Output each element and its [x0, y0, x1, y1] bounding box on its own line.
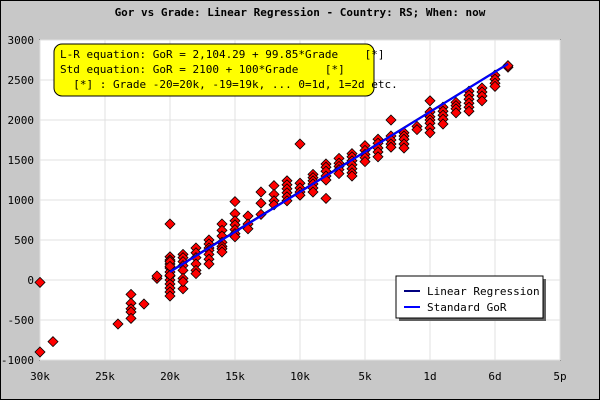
data-point	[385, 141, 397, 153]
data-point	[424, 95, 436, 107]
x-tick-label: 5k	[358, 370, 372, 383]
data-point	[307, 186, 319, 198]
data-point	[34, 346, 46, 358]
data-point	[203, 258, 215, 270]
data-point	[424, 127, 436, 139]
legend-label-standard-gor: Standard GoR	[427, 301, 507, 314]
y-tick-label: -1000	[1, 354, 34, 367]
data-point	[138, 298, 150, 310]
x-tick-label: 10k	[290, 370, 310, 383]
y-tick-label: 1500	[8, 154, 35, 167]
y-tick-label: -500	[8, 314, 35, 327]
equation-std: Std equation: GoR = 2100 + 100*Grade [*]	[60, 63, 345, 76]
data-point	[320, 192, 332, 204]
y-tick-label: 3000	[8, 34, 35, 47]
x-tick-label: 20k	[160, 370, 180, 383]
data-point	[372, 151, 384, 163]
data-point	[385, 114, 397, 126]
x-tick-label: 15k	[225, 370, 245, 383]
data-points	[34, 60, 514, 358]
equation-box: L-R equation: GoR = 2,104.29 + 99.85*Gra…	[53, 43, 398, 97]
data-point	[112, 318, 124, 330]
data-point	[346, 170, 358, 182]
x-tick-label: 6d	[488, 370, 501, 383]
data-point	[216, 246, 228, 258]
data-point	[229, 196, 241, 208]
series-line-standard-gor	[169, 63, 509, 273]
data-point	[489, 80, 501, 92]
data-point	[151, 270, 163, 282]
y-tick-label: 500	[14, 234, 34, 247]
data-point	[476, 95, 488, 107]
data-point	[164, 290, 176, 302]
x-tick-label: 30k	[30, 370, 50, 383]
equation-box-background	[53, 43, 375, 97]
data-point	[450, 107, 462, 119]
data-point	[177, 283, 189, 295]
data-point	[437, 118, 449, 130]
data-point	[190, 268, 202, 280]
data-point	[34, 276, 46, 288]
y-tick-label: 2000	[8, 114, 35, 127]
tick-labels: -1000 -500 0 500 1000 1500 2000 2500 3000 30k 25k 2…	[1, 34, 567, 383]
data-point	[398, 142, 410, 154]
data-point	[359, 156, 371, 168]
data-point	[177, 276, 189, 288]
x-tick-label: 5p	[553, 370, 566, 383]
data-point	[255, 186, 267, 198]
data-point	[255, 197, 267, 209]
data-point	[164, 269, 176, 281]
data-point	[125, 312, 137, 324]
legend: Linear Regression Standard GoR	[395, 275, 546, 321]
equation-note: [*] : Grade -20=20k, -19=19k, ... 0=1d, …	[60, 78, 398, 91]
data-point	[47, 336, 59, 348]
legend-label-linear-regression: Linear Regression	[427, 285, 540, 298]
legend-background	[395, 275, 544, 319]
y-tick-label: 2500	[8, 74, 35, 87]
series-lines	[169, 62, 509, 273]
data-point	[294, 138, 306, 150]
data-point	[333, 168, 345, 180]
y-tick-label: 1000	[8, 194, 35, 207]
data-point	[411, 124, 423, 136]
data-point	[502, 60, 514, 72]
equation-lr: L-R equation: GoR = 2,104.29 + 99.85*Gra…	[60, 48, 385, 61]
data-point	[463, 105, 475, 117]
y-tick-label: 0	[27, 274, 34, 287]
chart-title: Gor vs Grade: Linear Regression - Countr…	[115, 6, 486, 19]
x-tick-label: 25k	[95, 370, 115, 383]
x-tick-label: 1d	[423, 370, 436, 383]
data-point	[164, 218, 176, 230]
